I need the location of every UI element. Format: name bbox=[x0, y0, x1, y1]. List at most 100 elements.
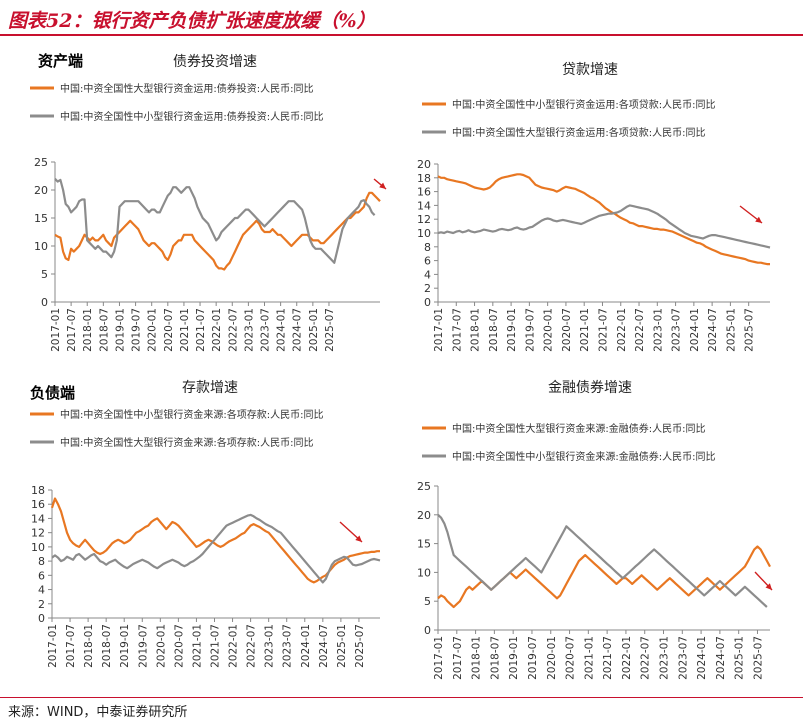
x-tick-label: 2021-07 bbox=[597, 308, 609, 352]
x-tick-label: 2024-01 bbox=[696, 636, 708, 680]
chart-title: 债券投资增速 bbox=[173, 54, 257, 70]
chart-title: 金融债券增速 bbox=[548, 380, 632, 396]
x-tick-label: 2023-07 bbox=[677, 636, 689, 680]
chart-title: 贷款增速 bbox=[562, 62, 618, 78]
x-tick-label: 2023-01 bbox=[243, 308, 255, 352]
title-rule bbox=[0, 34, 803, 36]
y-tick-label: 2 bbox=[38, 598, 45, 611]
y-tick-label: 5 bbox=[41, 268, 48, 281]
x-tick-label: 2023-01 bbox=[659, 636, 671, 680]
x-tick-label: 2019-07 bbox=[527, 636, 539, 680]
x-tick-label: 2017-01 bbox=[433, 308, 445, 352]
x-tick-label: 2024-07 bbox=[707, 308, 719, 352]
series-line bbox=[437, 173, 770, 266]
x-tick-label: 2019-01 bbox=[114, 308, 126, 352]
legend-label: 中国:中资全国性中小型银行资金运用:各项贷款:人民币:同比 bbox=[452, 98, 715, 111]
x-tick-label: 2022-07 bbox=[640, 636, 652, 680]
x-tick-label: 2022-01 bbox=[211, 308, 223, 352]
x-tick-label: 2018-01 bbox=[83, 624, 95, 668]
y-tick-label: 14 bbox=[417, 199, 431, 212]
series-line bbox=[51, 513, 381, 584]
x-tick-label: 2021-07 bbox=[209, 624, 221, 668]
x-tick-label: 2025-07 bbox=[752, 636, 764, 680]
x-tick-label: 2024-01 bbox=[276, 308, 288, 352]
x-tick-label: 2022-01 bbox=[621, 636, 633, 680]
x-tick-label: 2020-01 bbox=[147, 308, 159, 352]
y-tick-label: 5 bbox=[424, 595, 431, 608]
legend-label: 中国:中资全国性大型银行资金来源:金融债券:人民币:同比 bbox=[452, 422, 705, 435]
trend-arrow-head bbox=[755, 216, 762, 223]
x-tick-label: 2023-01 bbox=[264, 624, 276, 668]
y-tick-label: 25 bbox=[34, 156, 48, 169]
x-tick-label: 2021-01 bbox=[179, 308, 191, 352]
x-tick-label: 2025-01 bbox=[734, 636, 746, 680]
y-tick-label: 2 bbox=[424, 282, 431, 295]
x-tick-label: 2020-01 bbox=[543, 308, 555, 352]
series-line bbox=[437, 545, 771, 609]
header-bar: 图表52：银行资产负债扩张速度放缓（%） bbox=[0, 0, 803, 36]
source-note: 来源：WIND，中泰证券研究所 bbox=[8, 705, 188, 720]
x-tick-label: 2025-01 bbox=[725, 308, 737, 352]
y-tick-label: 4 bbox=[38, 584, 45, 597]
x-tick-label: 2018-01 bbox=[82, 308, 94, 352]
series-line bbox=[437, 204, 771, 249]
trend-arrow-head bbox=[379, 182, 386, 189]
legend-label: 中国:中资全国性大型银行资金来源:各项存款:人民币:同比 bbox=[60, 436, 313, 449]
y-tick-label: 18 bbox=[417, 172, 431, 185]
x-tick-label: 2020-01 bbox=[155, 624, 167, 668]
y-tick-label: 10 bbox=[417, 566, 431, 579]
series-line bbox=[50, 497, 380, 584]
x-tick-label: 2019-01 bbox=[119, 624, 131, 668]
x-tick-label: 2025-07 bbox=[324, 308, 336, 352]
series-line bbox=[54, 178, 376, 264]
x-tick-label: 2025-07 bbox=[354, 624, 366, 668]
x-tick-label: 2019-01 bbox=[508, 636, 520, 680]
x-tick-label: 2020-07 bbox=[561, 308, 573, 352]
x-tick-label: 2018-07 bbox=[489, 636, 501, 680]
footer-rule bbox=[0, 697, 803, 698]
x-tick-label: 2024-01 bbox=[300, 624, 312, 668]
y-tick-label: 4 bbox=[424, 268, 431, 281]
y-tick-label: 15 bbox=[34, 212, 48, 225]
y-tick-label: 6 bbox=[38, 569, 45, 582]
legend-label: 中国:中资全国性大型银行资金运用:各项贷款:人民币:同比 bbox=[452, 126, 705, 139]
y-tick-label: 0 bbox=[424, 296, 431, 309]
x-tick-label: 2021-01 bbox=[579, 308, 591, 352]
section-label-assets: 资产端 bbox=[38, 52, 84, 70]
y-tick-label: 8 bbox=[424, 241, 431, 254]
y-tick-label: 16 bbox=[31, 498, 45, 511]
x-tick-label: 2023-07 bbox=[671, 308, 683, 352]
y-tick-label: 12 bbox=[417, 213, 431, 226]
y-tick-label: 25 bbox=[417, 480, 431, 493]
x-tick-label: 2017-07 bbox=[452, 636, 464, 680]
legend-label: 中国:中资全国性中小型银行资金来源:金融债券:人民币:同比 bbox=[452, 450, 715, 463]
x-tick-label: 2025-01 bbox=[336, 624, 348, 668]
x-tick-label: 2019-07 bbox=[137, 624, 149, 668]
x-tick-label: 2017-07 bbox=[66, 308, 78, 352]
x-tick-label: 2025-01 bbox=[308, 308, 320, 352]
x-tick-label: 2020-07 bbox=[163, 308, 175, 352]
x-tick-label: 2023-07 bbox=[260, 308, 272, 352]
x-tick-label: 2018-07 bbox=[98, 308, 110, 352]
y-tick-label: 0 bbox=[38, 612, 45, 625]
x-tick-label: 2024-01 bbox=[689, 308, 701, 352]
x-tick-label: 2024-07 bbox=[715, 636, 727, 680]
x-tick-label: 2021-07 bbox=[195, 308, 207, 352]
y-tick-label: 20 bbox=[34, 184, 48, 197]
x-tick-label: 2018-01 bbox=[470, 308, 482, 352]
y-tick-label: 14 bbox=[31, 512, 45, 525]
y-tick-label: 0 bbox=[41, 296, 48, 309]
x-tick-label: 2018-07 bbox=[488, 308, 500, 352]
chart-financial-bonds: 金融债券增速中国:中资全国性大型银行资金来源:金融债券:人民币:同比中国:中资全… bbox=[417, 380, 773, 680]
x-tick-label: 2022-07 bbox=[227, 308, 239, 352]
y-tick-label: 10 bbox=[31, 541, 45, 554]
x-tick-label: 2024-07 bbox=[318, 624, 330, 668]
y-tick-label: 10 bbox=[34, 240, 48, 253]
trend-arrow-head bbox=[355, 535, 362, 542]
x-tick-label: 2021-01 bbox=[191, 624, 203, 668]
y-tick-label: 8 bbox=[38, 555, 45, 568]
y-tick-label: 16 bbox=[417, 186, 431, 199]
x-tick-label: 2022-07 bbox=[634, 308, 646, 352]
legend-label: 中国:中资全国性中小型银行资金运用:债券投资:人民币:同比 bbox=[60, 110, 323, 123]
x-tick-label: 2023-01 bbox=[652, 308, 664, 352]
